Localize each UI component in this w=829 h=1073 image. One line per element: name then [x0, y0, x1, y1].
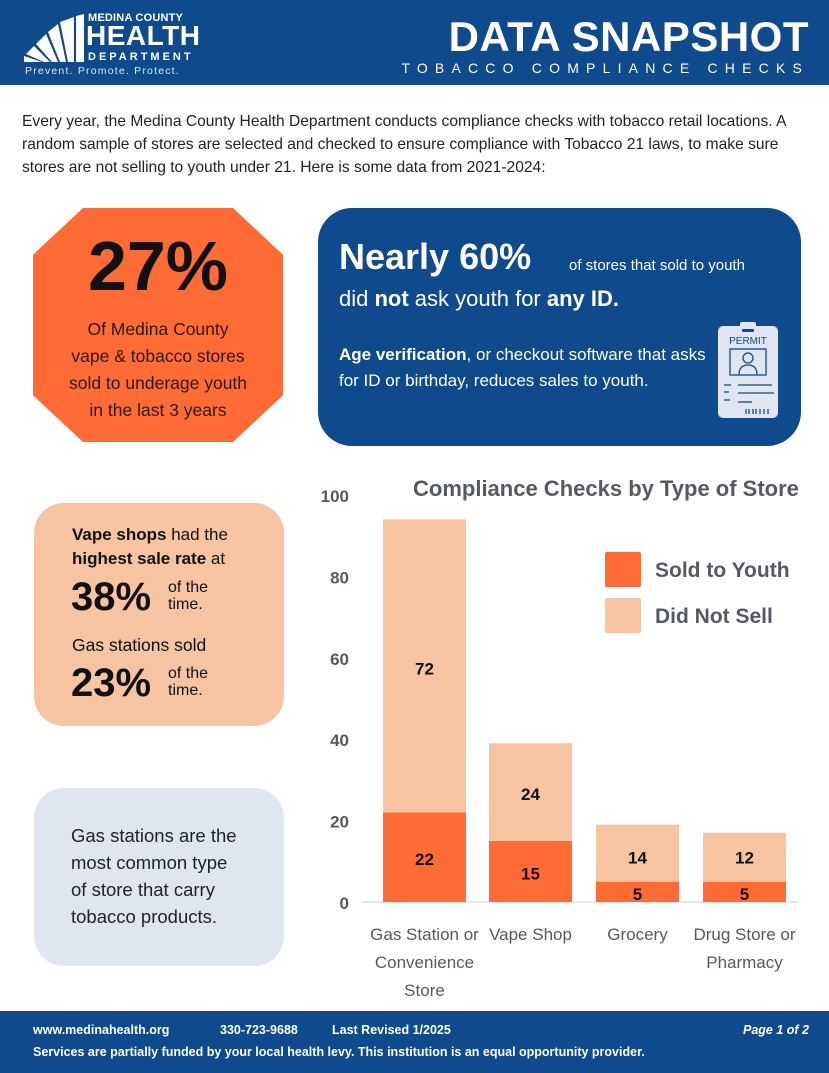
bar-value-label: 72: [415, 659, 434, 678]
y-tick-label: 20: [330, 813, 349, 832]
y-tick-label: 60: [330, 650, 349, 669]
bar-value-label: 12: [735, 849, 754, 868]
bar-sold-to-youth: [489, 840, 572, 902]
bar-did-not-sell: [383, 519, 466, 813]
x-category-label: Convenience: [375, 953, 474, 972]
text-run-bold: not: [374, 286, 409, 311]
bar-sold-to-youth: [703, 881, 786, 902]
logo-tagline: Prevent. Promote. Protect.: [25, 65, 180, 77]
chart-title: Compliance Checks by Type of Store: [413, 476, 799, 501]
page-subtitle: TOBACCO COMPLIANCE CHECKS: [401, 60, 809, 76]
bar-value-label: 5: [740, 885, 749, 904]
text-run: at: [206, 549, 226, 568]
text-run: of the: [168, 665, 209, 682]
logo-county-text: MEDINA COUNTY: [88, 12, 184, 24]
legend-swatch-sold: [605, 552, 641, 587]
callout-line2: did not ask youth for any ID.: [339, 286, 619, 312]
logo-health-text: HEALTH: [86, 20, 201, 51]
bar-value-label: 24: [521, 785, 540, 804]
x-category-label: Drug Store or: [693, 925, 795, 944]
footer: www.medinahealth.org 330-723-9688 Last R…: [0, 1011, 829, 1073]
legend-label: Sold to Youth: [655, 559, 790, 582]
x-category-label: Pharmacy: [706, 953, 783, 972]
x-category-label: Store: [404, 981, 445, 1000]
gas-station-line: Gas stations sold: [72, 635, 207, 655]
stat-line: sold to underage youth: [68, 373, 248, 393]
vape-sale-percent: 38%: [71, 575, 152, 619]
intro-paragraph: Every year, the Medina County Health Dep…: [22, 113, 786, 176]
permit-label: PERMIT: [729, 336, 767, 347]
text-run-bold: any ID.: [546, 286, 620, 311]
text-line: Gas stations are the: [71, 825, 237, 846]
health-department-logo: MEDINA COUNTY HEALTH DEPARTMENT Prevent.…: [22, 10, 212, 78]
id-check-callout: Nearly 60% of stores that sold to youth …: [318, 208, 801, 446]
text-run: ask youth for: [408, 286, 547, 311]
text-run: time.: [168, 682, 203, 699]
text-run: , or checkout software that asks for ID …: [339, 345, 706, 390]
bar-value-label: 5: [633, 885, 642, 904]
bar-value-label: 15: [521, 864, 540, 883]
stat-line: in the last 3 years: [89, 400, 227, 420]
text-run: did: [339, 286, 375, 311]
stat-octagon: 27% Of Medina County vape & tobacco stor…: [33, 208, 283, 442]
text-run-bold: Age verification: [339, 345, 467, 364]
gas-sale-percent: 23%: [71, 661, 152, 705]
bar-value-label: 14: [628, 849, 647, 868]
footer-website-link[interactable]: www.medinahealth.org: [33, 1023, 170, 1037]
bar-did-not-sell: [489, 743, 572, 841]
callout-headline: Nearly 60%: [339, 236, 532, 277]
y-tick-label: 40: [330, 731, 349, 750]
y-tick-label: 100: [321, 487, 349, 506]
stat-line: vape & tobacco stores: [71, 346, 245, 366]
bar-did-not-sell: [596, 824, 679, 882]
page-title: DATA SNAPSHOT: [448, 13, 809, 60]
text-run-bold: highest sale rate: [72, 549, 207, 568]
sale-rate-intro: Vape shops had the highest sale rate at: [72, 523, 228, 571]
bar-sold-to-youth: [596, 881, 679, 902]
text-run: had the: [166, 525, 228, 544]
x-category-label: Gas Station or: [370, 925, 479, 944]
permit-id-card-icon: PERMIT: [718, 322, 778, 418]
text-line: tobacco products.: [71, 906, 218, 927]
footer-page-number: Page 1 of 2: [743, 1023, 809, 1037]
text-line: of store that carry: [71, 879, 215, 900]
callout-paragraph: Age verification, or checkout software t…: [339, 342, 709, 394]
sale-rate-callout: Vape shops had the highest sale rate at …: [34, 503, 284, 726]
y-tick-label: 0: [340, 894, 349, 913]
stat-percent: 27%: [87, 227, 229, 305]
logo-rays-icon: [24, 14, 84, 62]
legend-label: Did Not Sell: [655, 605, 773, 628]
chart-svg: 0 20 40 60 80 100 22 72 Gas Station or Convenienc…: [321, 487, 798, 1000]
of-the-text: of the time.: [168, 665, 208, 699]
header-banner: MEDINA COUNTY HEALTH DEPARTMENT Prevent.…: [0, 0, 829, 85]
store-type-text: Gas stations are the most common type of…: [71, 822, 237, 930]
footer-revised: Last Revised 1/2025: [332, 1023, 451, 1037]
text-run: time.: [168, 596, 203, 613]
text-run: of the: [168, 579, 209, 596]
x-category-label: Vape Shop: [489, 925, 572, 944]
x-category-label: Grocery: [607, 925, 668, 944]
of-the-text: of the time.: [168, 579, 208, 613]
bar-value-label: 22: [415, 850, 434, 869]
y-tick-label: 80: [330, 568, 349, 587]
bar-did-not-sell: [703, 832, 786, 882]
logo-department-text: DEPARTMENT: [88, 51, 194, 63]
store-type-callout: Gas stations are the most common type of…: [34, 788, 284, 966]
footer-notice: Services are partially funded by your lo…: [33, 1045, 645, 1059]
legend-swatch-not-sold: [605, 598, 641, 633]
compliance-chart: Compliance Checks by Type of Store 0 20 40…: [300, 460, 829, 1010]
bar-sold-to-youth: [383, 812, 466, 902]
footer-phone: 330-723-9688: [220, 1023, 298, 1037]
text-run-bold: Vape shops: [72, 525, 167, 544]
stat-description: Of Medina County vape & tobacco stores s…: [33, 316, 283, 424]
callout-headline-tail: of stores that sold to youth: [569, 257, 745, 274]
stat-line: Of Medina County: [87, 319, 229, 339]
text-line: most common type: [71, 852, 228, 873]
